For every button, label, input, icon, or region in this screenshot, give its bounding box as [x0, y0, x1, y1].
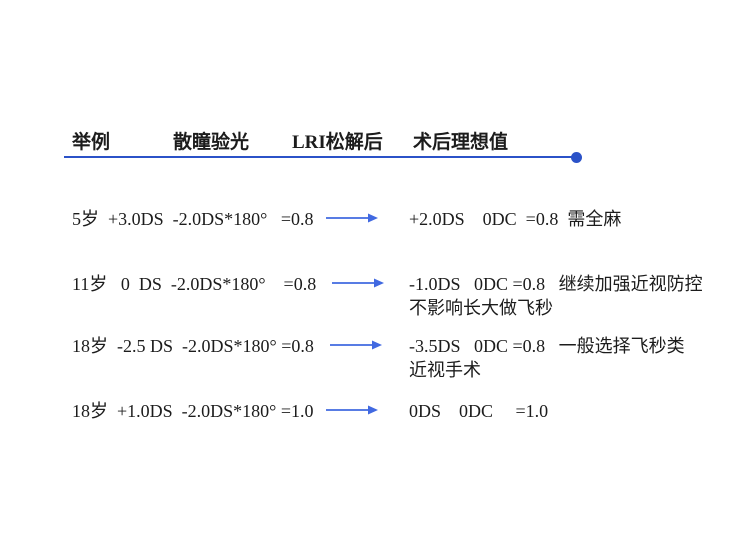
arrow-right-icon	[326, 405, 378, 415]
row-4-left: 18岁 +1.0DS -2.0DS*180° =1.0	[72, 401, 314, 421]
header-underline	[64, 156, 573, 159]
header-col-lri: LRI松解后	[292, 132, 383, 153]
arrow-right-icon	[330, 340, 382, 350]
row-1-left: 5岁 +3.0DS -2.0DS*180° =0.8	[72, 209, 314, 229]
row-1-right: +2.0DS 0DC =0.8 需全麻	[409, 207, 724, 231]
row-1-right-line: +2.0DS 0DC =0.8 需全麻	[409, 209, 622, 229]
row-3-right: -3.5DS 0DC =0.8 一般选择飞秒类 近视手术	[409, 334, 724, 382]
accent-dot	[571, 152, 582, 163]
row-2-left: 11岁 0 DS -2.0DS*180° =0.8	[72, 274, 317, 294]
arrow-right-icon	[332, 278, 384, 288]
row-3-right-line-2: 近视手术	[409, 360, 481, 380]
header-col-refraction: 散瞳验光	[173, 132, 250, 153]
row-3-left: 18岁 -2.5 DS -2.0DS*180° =0.8	[72, 336, 314, 356]
row-2-right-line-2: 不影响长大做飞秒	[409, 298, 553, 318]
header-col-ideal: 术后理想值	[413, 132, 509, 153]
row-3-right-line-1: -3.5DS 0DC =0.8 一般选择飞秒类	[409, 336, 685, 356]
arrow-right-icon	[326, 213, 378, 223]
row-4-right-line: 0DS 0DC =1.0	[409, 401, 549, 421]
row-2-right-line-1: -1.0DS 0DC =0.8 继续加强近视防控	[409, 274, 703, 294]
row-2-right: -1.0DS 0DC =0.8 继续加强近视防控 不影响长大做飞秒	[409, 272, 724, 320]
row-4-right: 0DS 0DC =1.0	[409, 399, 724, 423]
header-col-example: 举例	[72, 132, 111, 153]
